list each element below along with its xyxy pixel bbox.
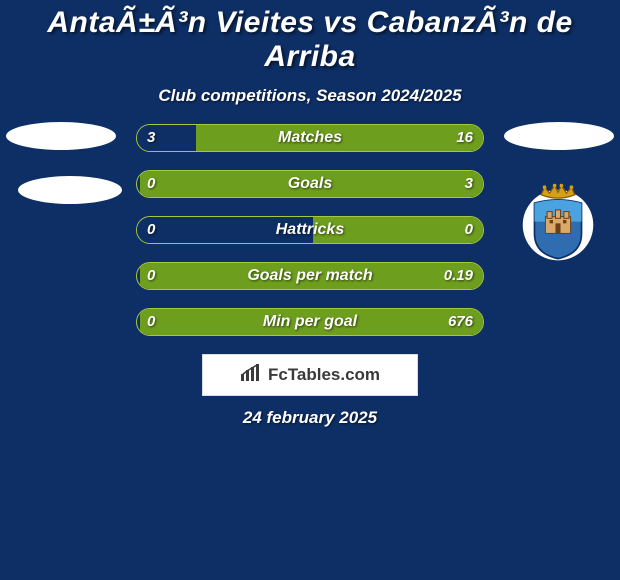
stat-row: Hattricks0 0 <box>136 216 484 244</box>
stat-row: Min per goal0 676 <box>136 308 484 336</box>
stat-value-right: 676 <box>448 309 473 336</box>
stat-label: Min per goal <box>137 309 483 336</box>
page-title: AntaÃ±Ã³n Vieites vs CabanzÃ³n de Arriba <box>0 0 620 74</box>
left-badge-ellipse-1 <box>6 122 116 150</box>
stat-label: Matches <box>137 125 483 152</box>
stat-value-right: 0.19 <box>444 263 473 290</box>
subtitle: Club competitions, Season 2024/2025 <box>0 86 620 106</box>
stat-value-left: 3 <box>147 125 155 152</box>
stat-value-left: 0 <box>147 217 155 244</box>
stat-value-right: 16 <box>456 125 473 152</box>
stat-value-left: 0 <box>147 171 155 198</box>
bar-chart-icon <box>240 364 262 387</box>
stat-value-left: 0 <box>147 309 155 336</box>
brand-box: FcTables.com <box>202 354 418 396</box>
stat-value-right: 3 <box>465 171 473 198</box>
stat-row: Matches3 16 <box>136 124 484 152</box>
left-badge-ellipse-2 <box>18 176 122 204</box>
stat-value-right: 0 <box>465 217 473 244</box>
right-badge-ellipse <box>504 122 614 150</box>
stat-label: Goals per match <box>137 263 483 290</box>
stat-label: Hattricks <box>137 217 483 244</box>
date-line: 24 february 2025 <box>0 408 620 428</box>
stats-container: Matches316Goals03Hattricks00Goals per ma… <box>136 124 484 354</box>
stat-label: Goals <box>137 171 483 198</box>
stat-row: Goals per match0 0.19 <box>136 262 484 290</box>
stat-value-left: 0 <box>147 263 155 290</box>
club-crest <box>516 178 600 262</box>
brand-text: FcTables.com <box>268 365 380 385</box>
stat-row: Goals0 3 <box>136 170 484 198</box>
